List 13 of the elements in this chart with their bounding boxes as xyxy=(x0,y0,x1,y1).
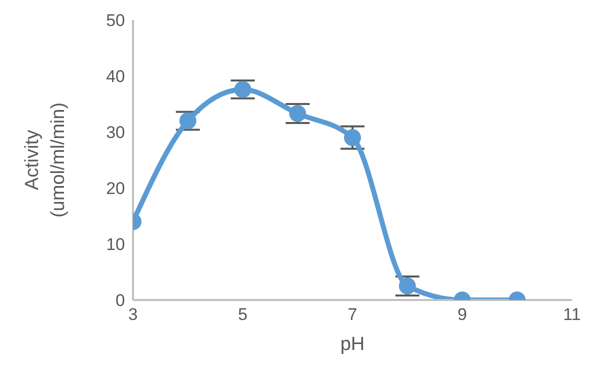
x-tick-label: 5 xyxy=(238,305,248,324)
y-tick-label: 0 xyxy=(116,291,125,310)
y-tick-label: 30 xyxy=(106,123,125,142)
y-tick-label: 10 xyxy=(106,235,125,254)
y-axis-title: Activity (umol/ml/min) xyxy=(22,102,69,218)
x-tick-label: 9 xyxy=(458,305,467,324)
x-tick-label: 3 xyxy=(128,305,138,324)
y-tick-label: 20 xyxy=(106,179,125,198)
x-axis-title: pH xyxy=(340,334,365,355)
x-tick-label: 7 xyxy=(348,305,358,324)
y-tick-label: 40 xyxy=(106,67,125,86)
y-tick-label: 50 xyxy=(106,11,125,30)
x-tick-label: 11 xyxy=(563,305,581,324)
